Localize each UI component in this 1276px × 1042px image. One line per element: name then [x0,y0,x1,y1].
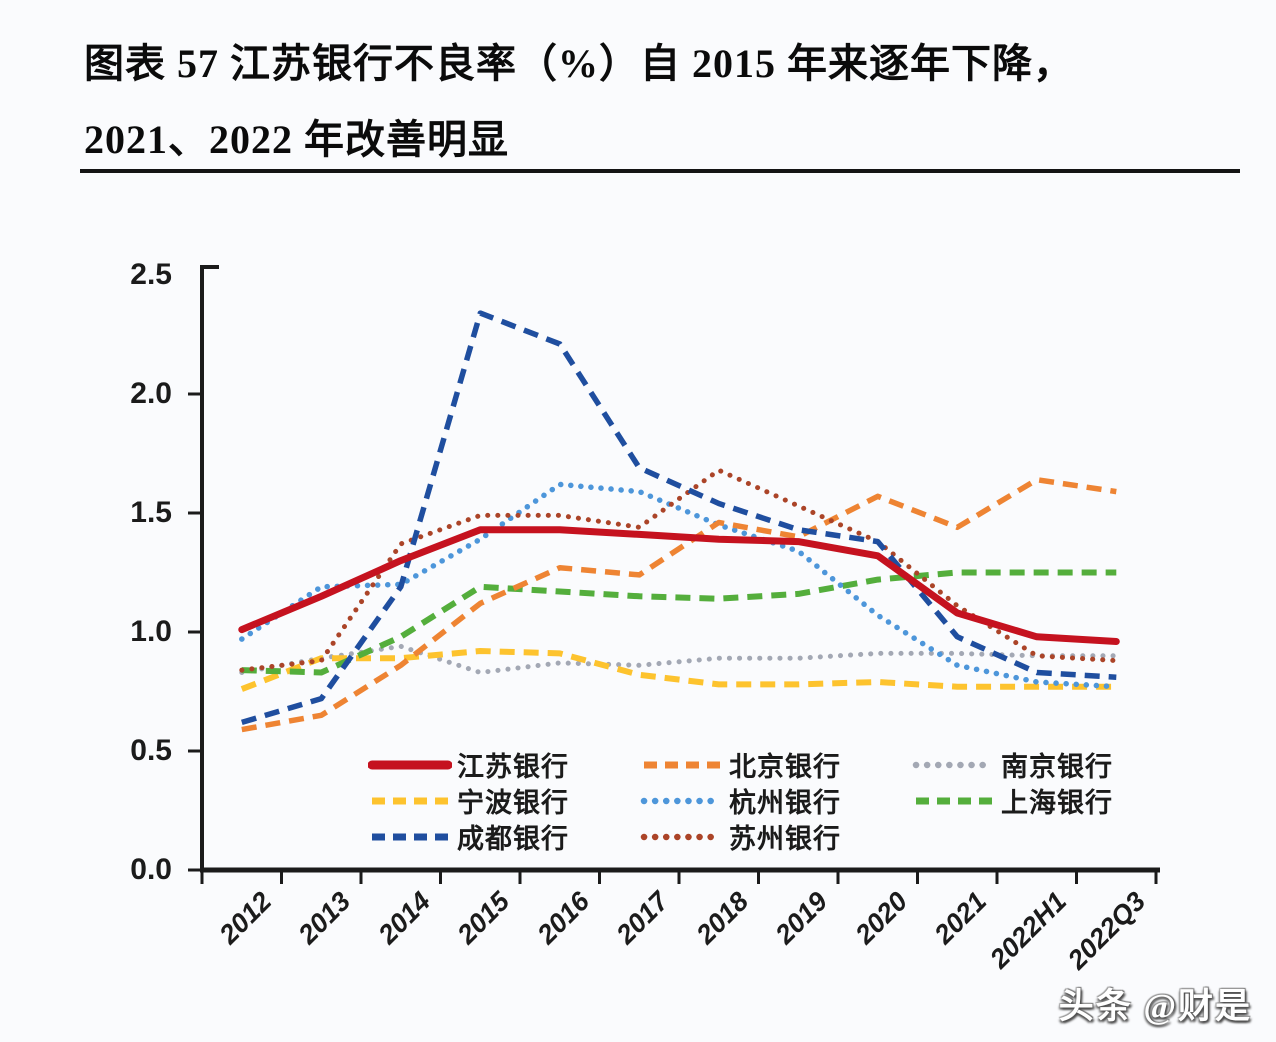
y-axis-label: 2.5 [130,258,172,291]
legend-label: 宁波银行 [457,787,569,818]
legend-item-ningbo: 宁波银行 [368,784,569,818]
series-line-shanghai [241,569,1117,676]
legend-item-nanjing: 南京银行 [912,748,1113,782]
y-axis-label: 1.5 [130,496,172,529]
title-divider [80,169,1240,173]
figure-title-line2: 2021、2022 年改善明显 [84,117,509,162]
legend-swatch-suzhou [640,833,724,841]
watermark: 头条 @财是 [1058,987,1252,1026]
legend-item-chengdu: 成都银行 [368,820,569,854]
series-line-ningbo [240,648,1117,692]
series-line-jiangsu [238,526,1120,645]
series-line-beijing [241,476,1117,733]
legend-swatch-nanjing [912,761,996,769]
legend-label: 江苏银行 [457,751,569,782]
legend-item-jiangsu: 江苏银行 [368,748,569,782]
legend-label: 苏州银行 [729,823,841,854]
legend-label: 上海银行 [1001,787,1113,818]
legend-swatch-ningbo [372,797,448,805]
legend-label: 成都银行 [457,823,569,854]
legend-swatch-beijing [644,761,720,769]
y-axis-label: 0.0 [130,853,172,886]
legend-label: 南京银行 [1001,751,1113,782]
legend-item-beijing: 北京银行 [640,748,841,782]
series-line-chengdu [241,310,1117,726]
legend-swatch-hangzhou [640,797,724,805]
legend-item-shanghai: 上海银行 [912,784,1113,818]
legend-label: 杭州银行 [729,787,841,818]
series-line-nanjing [239,643,1119,675]
figure-title-line1: 图表 57 江苏银行不良率（%）自 2015 年来逐年下降， [84,41,1074,86]
series-line-suzhou [239,467,1119,673]
legend-swatch-shanghai [916,797,992,805]
y-axis-label: 1.0 [130,615,172,648]
y-axis-label: 0.5 [130,734,172,767]
legend-swatch-chengdu [372,833,448,841]
legend-item-hangzhou: 杭州银行 [640,784,841,818]
figure-title: 图表 57 江苏银行不良率（%）自 2015 年来逐年下降， 2021、2022… [84,26,1244,178]
legend-item-suzhou: 苏州银行 [640,820,841,854]
series-line-hangzhou [239,481,1120,690]
legend-swatch-jiangsu [368,760,452,770]
y-axis-label: 2.0 [130,377,172,410]
legend-label: 北京银行 [729,751,841,782]
